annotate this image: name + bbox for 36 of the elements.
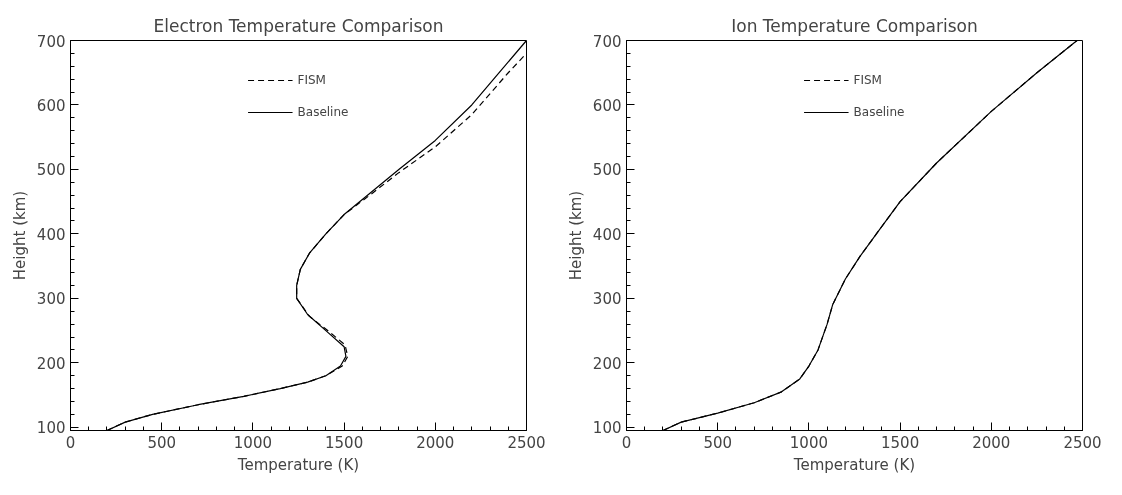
x-axis-title: Temperature (K): [792, 455, 916, 474]
x-tick-label: 0: [621, 433, 632, 452]
chart-title: Ion Temperature Comparison: [731, 15, 978, 36]
y-tick-label: 100: [592, 419, 622, 438]
legend-label: FISM: [297, 73, 326, 87]
y-tick-label: 600: [592, 96, 622, 115]
legend-label: Baseline: [853, 105, 905, 119]
y-tick-label: 300: [592, 290, 622, 309]
y-tick-label: 300: [36, 290, 66, 309]
x-tick-label: 1500: [325, 433, 364, 452]
chart-title: Electron Temperature Comparison: [153, 15, 444, 36]
legend-label: Baseline: [297, 105, 349, 119]
legend-label: FISM: [853, 73, 882, 87]
x-tick-label: 1000: [789, 433, 828, 452]
x-tick-label: 500: [703, 433, 733, 452]
x-tick-label: 2000: [972, 433, 1011, 452]
y-tick-label: 400: [592, 225, 622, 244]
y-tick-label: 500: [592, 161, 622, 180]
x-tick-label: 2500: [1063, 433, 1102, 452]
y-axis-title: Height (km): [566, 190, 585, 281]
x-tick-label: 2500: [507, 433, 546, 452]
x-tick-label: 1000: [233, 433, 272, 452]
x-tick-label: 500: [147, 433, 177, 452]
x-tick-label: 1500: [881, 433, 920, 452]
y-tick-label: 400: [36, 225, 66, 244]
x-axis-title: Temperature (K): [236, 455, 360, 474]
y-tick-label: 700: [592, 32, 622, 51]
x-tick-label: 2000: [416, 433, 455, 452]
y-tick-label: 100: [36, 419, 66, 438]
y-tick-label: 500: [36, 161, 66, 180]
x-tick-label: 0: [65, 433, 76, 452]
y-tick-label: 700: [36, 32, 66, 51]
y-tick-label: 200: [592, 354, 622, 373]
y-axis-title: Height (km): [10, 190, 29, 281]
y-tick-label: 200: [36, 354, 66, 373]
y-tick-label: 600: [36, 96, 66, 115]
